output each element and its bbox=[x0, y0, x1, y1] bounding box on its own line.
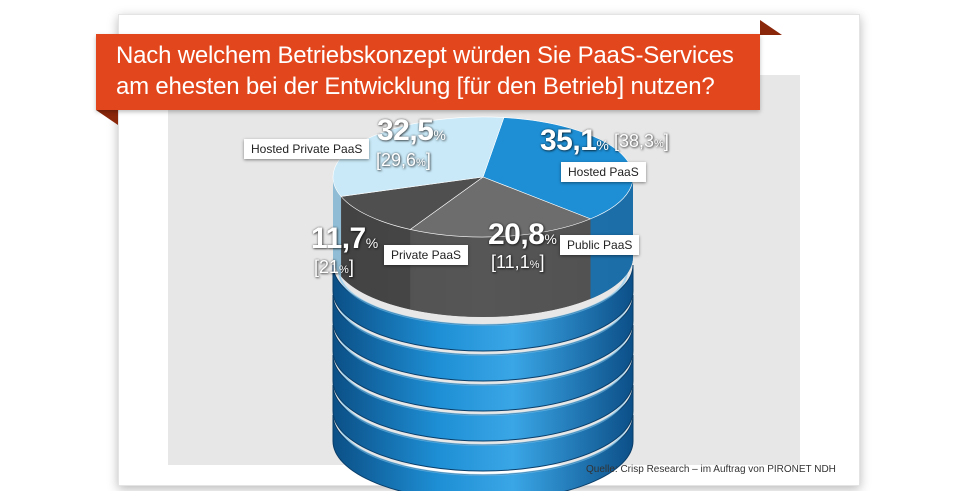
category-label-private-paas: Private PaaS bbox=[384, 245, 469, 265]
category-label-hosted-paas: Hosted PaaS bbox=[561, 162, 646, 182]
pie-slice-side-hosted-private-paas bbox=[333, 177, 342, 277]
stack-disk bbox=[332, 264, 634, 352]
source-note: Quelle: Crisp Research – im Auftrag von … bbox=[586, 464, 836, 475]
pie-slice-hosted-paas bbox=[482, 117, 634, 220]
stack-disk bbox=[332, 354, 634, 442]
pie-slice-public-paas bbox=[409, 176, 592, 238]
value-public-paas: 20,8% bbox=[488, 218, 557, 251]
category-label-public-paas: Public PaaS bbox=[560, 235, 640, 255]
stack-disk bbox=[332, 384, 634, 472]
pie-slices bbox=[332, 116, 634, 317]
title-banner: Nach welchem Betriebskonzept würden Sie … bbox=[96, 34, 760, 110]
pie-slice-side-public-paas bbox=[410, 218, 591, 317]
category-label-hosted-private-paas: Hosted Private PaaS bbox=[244, 139, 370, 159]
prev-value-public-paas: [11,1%] bbox=[491, 252, 545, 272]
stacked-disks bbox=[332, 264, 634, 491]
pie-slice-hosted-private-paas bbox=[332, 116, 505, 197]
value-hosted-private-paas: 32,5% bbox=[377, 114, 446, 147]
prev-value-private-paas: [21%] bbox=[314, 257, 354, 277]
chart-title-line1: Nach welchem Betriebskonzept würden Sie … bbox=[116, 42, 734, 69]
stack-disk bbox=[332, 324, 634, 412]
prev-value-hosted-private-paas: [29,6%] bbox=[376, 150, 431, 170]
value-private-paas: 11,7% bbox=[311, 222, 379, 255]
chart-title: Nach welchem Betriebskonzept würden Sie … bbox=[116, 40, 756, 102]
value-hosted-paas: 35,1% bbox=[540, 124, 609, 157]
prev-value-hosted-paas: [38,3%] bbox=[614, 131, 669, 151]
banner-fold-right bbox=[760, 20, 782, 35]
banner-fold-left bbox=[96, 110, 118, 125]
pie-slice-private-paas bbox=[340, 176, 484, 230]
pie-slice-side-private-paas bbox=[341, 196, 411, 310]
chart-title-line2: am ehesten bei der Entwicklung [für den … bbox=[116, 73, 715, 100]
stack-disk bbox=[332, 294, 634, 382]
